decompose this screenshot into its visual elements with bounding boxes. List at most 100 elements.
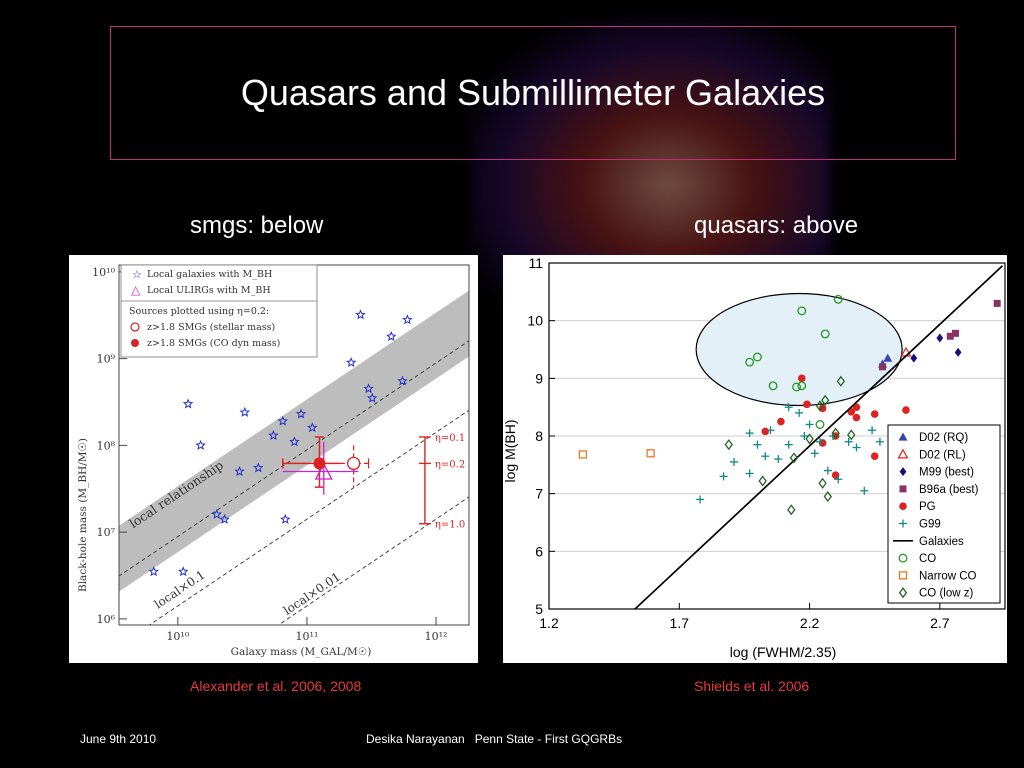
point-g99 [805, 420, 814, 429]
smg-stellar-point [346, 456, 361, 471]
point-g99 [844, 437, 853, 446]
legend-entry: D02 (RL) [919, 449, 966, 461]
point-pg [831, 471, 840, 480]
local-galaxy-point [345, 357, 357, 368]
local-galaxy-point [386, 331, 397, 341]
point-g99 [730, 457, 739, 466]
left-y-tick-label: 10⁸ [97, 439, 116, 452]
legend-entry: B96a (best) [919, 484, 979, 496]
legend-entry: D02 (RQ) [919, 432, 968, 444]
footer-author: Desika Narayanan Penn State - First GQGR… [366, 732, 623, 746]
quasar-bh-mass-chart: 1.2 1.7 2.2 2.7 5 6 7 8 9 10 11 D02 (RQ) D02 (RL) M9… [503, 255, 1006, 660]
left-x-axis-label: Galaxy mass (M_GAL/M☉) [231, 646, 372, 658]
legend-entry: G99 [919, 519, 941, 531]
legend-entry: CO (low z) [919, 588, 973, 600]
point-pg [852, 413, 861, 422]
right-y-tick-label: 5 [535, 601, 543, 617]
left-citation: Alexander et al. 2006, 2008 [190, 678, 362, 694]
point-co [833, 294, 843, 304]
point-g99 [745, 469, 754, 478]
right-y-axis-label: log M(BH) [503, 419, 518, 482]
legend-entry-local-galaxies: Local galaxies with M_BH [147, 269, 272, 280]
legend-star-icon: ☆ [132, 269, 142, 281]
point-pg [777, 417, 785, 426]
left-y-tick-label: 10⁷ [97, 526, 116, 539]
local-galaxy-point [101, 513, 109, 521]
legend-entry: PG [919, 501, 936, 513]
galaxies-relation-line [634, 265, 1003, 609]
local-galaxy-point [219, 513, 230, 524]
point-g99 [815, 437, 824, 446]
right-x-tick-label: 1.2 [539, 615, 559, 631]
point-co [820, 329, 830, 339]
local-galaxy-point [268, 429, 279, 440]
point-g99 [795, 408, 804, 417]
left-x-tick-label: 10¹² [425, 630, 448, 643]
point-narrow-co [646, 449, 655, 458]
local-x0.01-line [277, 496, 469, 625]
point-co [753, 352, 762, 362]
quasar-region-ellipse [695, 292, 903, 407]
local-relation-dash [119, 340, 469, 577]
point-co-low-z- [815, 400, 825, 412]
slide-title: Quasars and Submillimeter Galaxies [240, 72, 826, 113]
local-galaxy-point [148, 566, 159, 577]
title-box: Quasars and Submillimeter Galaxies [110, 26, 956, 160]
legend-marker-icon [898, 432, 908, 441]
point-g99 [745, 429, 754, 438]
local-galaxy-point [234, 466, 245, 476]
left-x-tick-label: 10¹⁰ [166, 630, 189, 643]
local-galaxy-point [211, 508, 222, 519]
point-pg [902, 406, 910, 414]
local-galaxy-point [366, 392, 378, 403]
right-y-tick-label: 10 [527, 313, 543, 329]
legend-entry: Narrow CO [919, 570, 977, 582]
point-g99 [875, 437, 884, 446]
local-galaxy-point [182, 398, 194, 409]
point-m99-best- [910, 353, 918, 363]
point-co [745, 357, 755, 367]
point-g99 [696, 495, 705, 504]
point-g99 [761, 452, 770, 461]
point-co [768, 381, 778, 391]
legend-marker-icon [898, 587, 908, 599]
point-m99-best- [936, 333, 944, 343]
point-co [815, 420, 825, 429]
right-y-tick-label: 6 [535, 543, 543, 559]
point-pg [818, 439, 827, 447]
local-galaxy-point [253, 462, 264, 473]
legend-marker-icon [898, 553, 908, 563]
local-galaxy-point [280, 513, 291, 524]
point-co-low-z- [758, 475, 767, 487]
point-g99 [753, 440, 762, 449]
legend-entry: CO [919, 553, 936, 565]
point-pg [761, 427, 770, 436]
point-g99 [774, 455, 783, 464]
point-pg [852, 403, 861, 411]
point-co-low-z- [836, 375, 846, 387]
local-galaxy-point [289, 436, 300, 447]
point-g99 [868, 426, 877, 435]
left-caption: smgs: below [190, 212, 324, 239]
local-relation-band [119, 290, 469, 592]
ulirg-point [314, 462, 333, 480]
point-m99-best- [954, 347, 962, 357]
smg-co-point [313, 457, 326, 470]
legend-marker-icon [899, 485, 907, 493]
point-co-low-z- [821, 394, 830, 406]
eta-label: η=0.2 [435, 459, 465, 470]
point-co-low-z- [805, 433, 814, 445]
point-g99 [784, 440, 793, 449]
legend-open-circle-icon [130, 322, 140, 332]
local-galaxy-point [363, 383, 374, 394]
right-legend: D02 (RQ) D02 (RL) M99 (best) B96a (best) PG G… [887, 424, 1001, 604]
point-g99 [800, 432, 809, 440]
right-y-tick-label: 7 [535, 486, 543, 502]
left-y-tick-label: 10⁶ [97, 613, 116, 626]
legend-filled-circle-icon [131, 339, 139, 347]
right-citation: Shields et al. 2006 [694, 678, 810, 694]
legend-entry: Galaxies [919, 536, 964, 548]
point-g99 [784, 403, 793, 412]
point-co-low-z- [823, 490, 832, 503]
point-co [792, 382, 801, 392]
